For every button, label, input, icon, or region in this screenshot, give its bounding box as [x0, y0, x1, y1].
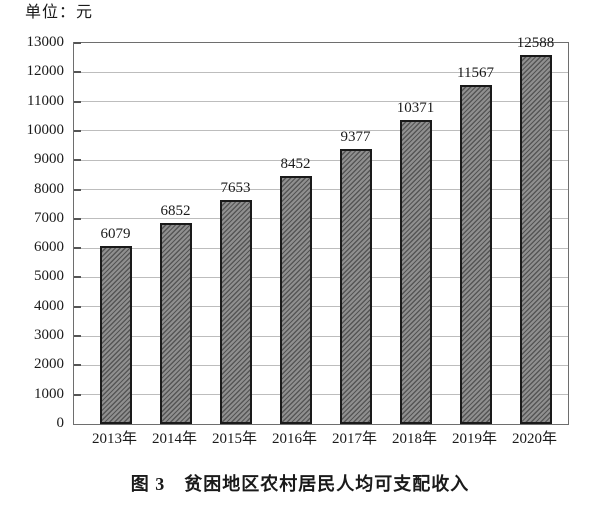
bar — [99, 245, 132, 424]
y-axis-tick — [74, 335, 81, 338]
bar — [339, 149, 372, 424]
x-axis-labels: 2013年 2014年 2015年 2016年 2017年 2018年 2019年 2020年 — [73, 429, 567, 449]
y-axis-tick — [74, 247, 81, 250]
y-axis-tick — [74, 71, 81, 74]
y-axis-tick-label: 8000 — [34, 180, 64, 197]
x-axis-category-label: 2017年 — [331, 431, 377, 447]
bar-value-label: 7653 — [220, 179, 251, 196]
x-axis-category-label: 2015年 — [211, 431, 257, 447]
bar-value-label: 9377 — [340, 129, 371, 146]
y-axis-tick-label: 5000 — [34, 268, 64, 285]
bar-value-label: 12588 — [516, 35, 555, 52]
bar-value-label: 10371 — [396, 100, 435, 117]
bar-value-label: 6852 — [160, 203, 191, 220]
gridline — [74, 71, 568, 73]
bar — [219, 199, 252, 424]
y-axis-tick-label: 4000 — [34, 297, 64, 314]
gridline — [74, 276, 568, 278]
gridline — [74, 218, 568, 220]
x-axis-category-label: 2013年 — [91, 431, 137, 447]
bar — [459, 85, 492, 424]
unit-label: 单位：元 — [25, 4, 94, 21]
y-axis-tick-label: 7000 — [34, 209, 64, 226]
x-axis-category-label: 2018年 — [391, 431, 437, 447]
gridline — [74, 335, 568, 337]
y-axis-tick — [74, 100, 81, 103]
bar-value-label: 11567 — [457, 65, 494, 81]
y-axis-tick-label: 10000 — [26, 121, 65, 138]
y-axis-tick-label: 9000 — [34, 151, 64, 168]
y-axis-tick — [74, 129, 81, 132]
bar — [159, 223, 192, 424]
y-axis-tick — [74, 276, 81, 279]
y-axis-tick-label: 11000 — [27, 92, 64, 109]
gridline — [74, 247, 568, 249]
gridline — [74, 394, 568, 396]
y-axis-tick-label: 0 — [56, 415, 65, 431]
gridline — [74, 101, 568, 103]
y-axis-tick — [74, 188, 81, 191]
y-axis-tick — [74, 217, 81, 220]
gridline — [74, 306, 568, 308]
y-axis-tick — [74, 393, 81, 396]
y-axis-tick-label: 12000 — [26, 63, 65, 80]
gridline — [74, 159, 568, 161]
y-axis-tick-label: 6000 — [34, 239, 64, 256]
y-axis-tick — [74, 42, 81, 44]
x-axis-category-label: 2016年 — [271, 431, 317, 447]
y-axis-tick-label: 13000 — [26, 34, 65, 50]
y-axis-tick-label: 2000 — [34, 356, 64, 373]
y-axis-tick — [74, 305, 81, 308]
bar — [279, 176, 312, 424]
bar-value-label: 6079 — [100, 225, 131, 242]
x-axis-category-label: 2014年 — [151, 431, 197, 447]
gridline — [74, 189, 568, 191]
bar-value-label: 8452 — [280, 156, 311, 173]
bar — [519, 55, 552, 424]
y-axis-tick-label: 1000 — [34, 385, 64, 402]
y-axis-tick — [74, 159, 81, 162]
y-axis-tick-label: 3000 — [34, 327, 64, 344]
bar — [399, 120, 432, 424]
x-axis-category-label: 2020年 — [511, 431, 557, 447]
y-axis-labels: 0 1000 2000 3000 4000 5000 6000 7000 8000 9000 100… — [0, 34, 65, 431]
y-axis-tick — [74, 364, 81, 367]
figure-caption: 图 3 贫困地区农村居民人均可支配收入 — [130, 474, 470, 494]
x-axis-category-label: 2019年 — [451, 431, 497, 447]
gridline — [74, 130, 568, 132]
gridline — [74, 364, 568, 366]
plot-area: 6079 6852 7653 8452 9377 10371 11567 12588 — [73, 35, 569, 425]
